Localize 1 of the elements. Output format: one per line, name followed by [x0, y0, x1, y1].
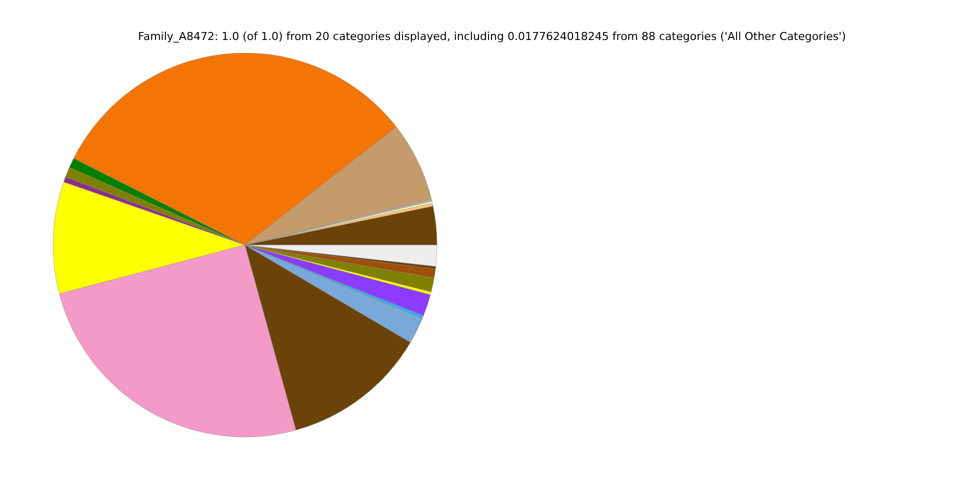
text: Family_A8472: 1.0 (of 1.0) from 20 categories displayed, including 0.0177624018245 from 88 categories ('All Other Categories')	[138, 30, 846, 43]
